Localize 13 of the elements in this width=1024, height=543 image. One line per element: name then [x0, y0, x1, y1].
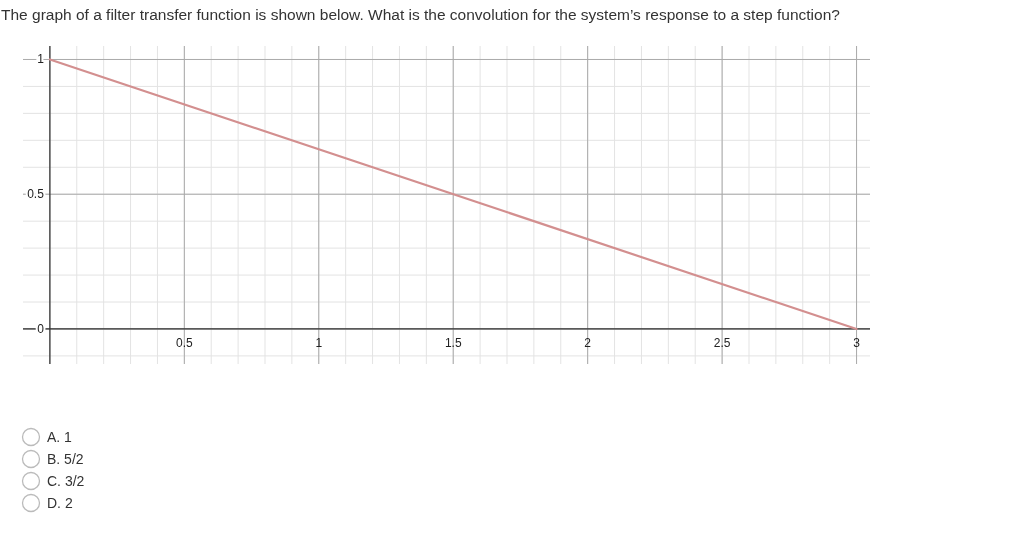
x-tick-label: 3: [853, 335, 861, 350]
text: C. 3/2: [47, 473, 85, 489]
x-tick-label: 1.5: [444, 335, 462, 350]
x-tick-label: 2: [584, 335, 592, 350]
x-tick-label: 1: [315, 335, 323, 350]
text: B. 5/2: [47, 451, 84, 467]
x-tick-label: 2.5: [713, 335, 731, 350]
x-tick-label: 0.5: [175, 335, 193, 350]
text: A. 1: [47, 429, 73, 445]
y-tick-label: 0.5: [27, 187, 45, 202]
text: D. 2: [47, 495, 73, 511]
y-tick-label: 1: [37, 52, 45, 67]
chart-title: The graph of a filter transfer function is shown below. What is the convolution for the system’s response to a step function?: [1, 6, 841, 23]
